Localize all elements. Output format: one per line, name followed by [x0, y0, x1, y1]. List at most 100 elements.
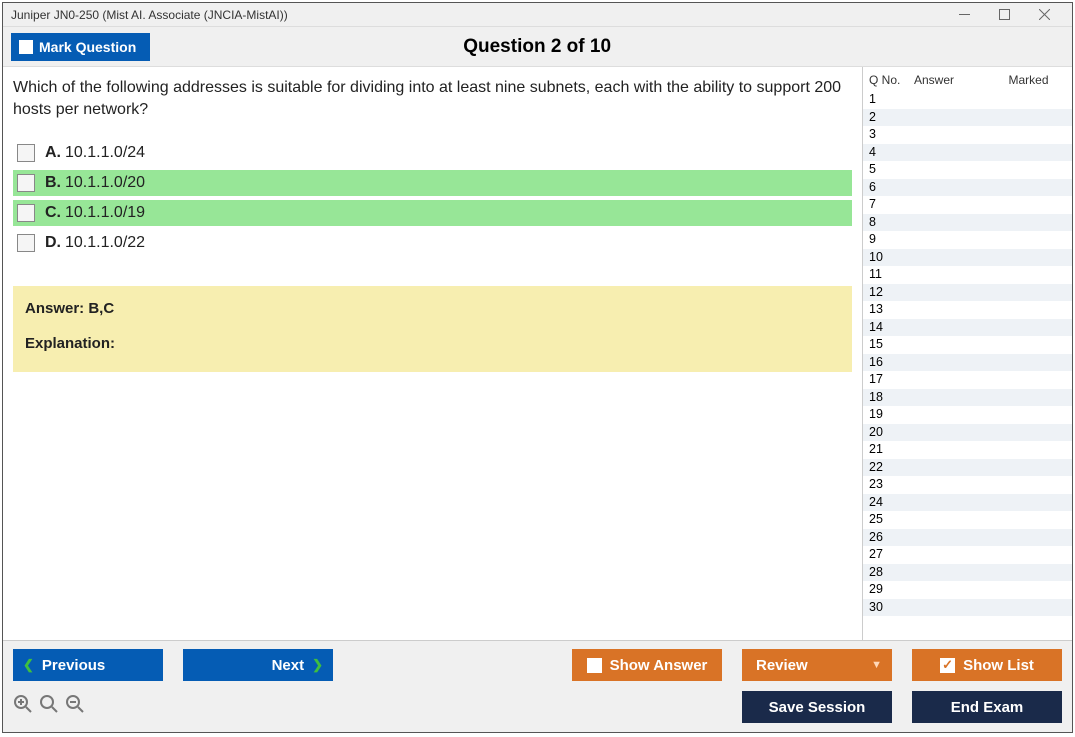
nav-row[interactable]: 7	[863, 196, 1072, 214]
nav-row[interactable]: 10	[863, 249, 1072, 267]
titlebar: Juniper JN0-250 (Mist AI. Associate (JNC…	[3, 3, 1072, 27]
review-label: Review	[756, 657, 808, 674]
nav-row[interactable]: 12	[863, 284, 1072, 302]
option-checkbox[interactable]	[17, 204, 35, 222]
end-exam-button[interactable]: End Exam	[912, 691, 1062, 723]
nav-row[interactable]: 26	[863, 529, 1072, 547]
side-header: Q No. Answer Marked	[863, 67, 1072, 91]
next-label: Next	[272, 657, 305, 674]
save-session-label: Save Session	[769, 699, 866, 716]
nav-row[interactable]: 21	[863, 441, 1072, 459]
nav-row[interactable]: 3	[863, 126, 1072, 144]
nav-row-number: 17	[869, 372, 914, 386]
nav-row-number: 5	[869, 162, 914, 176]
zoom-reset-icon[interactable]	[39, 694, 59, 720]
option-text: 10.1.1.0/20	[65, 174, 145, 192]
nav-row[interactable]: 16	[863, 354, 1072, 372]
option-letter: C.	[45, 204, 61, 222]
nav-row[interactable]: 20	[863, 424, 1072, 442]
nav-row-number: 21	[869, 442, 914, 456]
nav-row[interactable]: 17	[863, 371, 1072, 389]
option-letter: D.	[45, 234, 61, 252]
nav-row-number: 25	[869, 512, 914, 526]
nav-row-number: 1	[869, 92, 914, 106]
nav-row[interactable]: 28	[863, 564, 1072, 582]
review-button[interactable]: Review ▼	[742, 649, 892, 681]
minimize-icon	[959, 9, 970, 20]
nav-row-number: 8	[869, 215, 914, 229]
nav-row-number: 15	[869, 337, 914, 351]
nav-row-number: 14	[869, 320, 914, 334]
nav-row[interactable]: 14	[863, 319, 1072, 337]
close-button[interactable]	[1024, 4, 1064, 26]
nav-row[interactable]: 27	[863, 546, 1072, 564]
zoom-out-icon[interactable]	[65, 694, 85, 720]
options-list: A. 10.1.1.0/24B. 10.1.1.0/20C. 10.1.1.0/…	[13, 140, 852, 256]
nav-row[interactable]: 5	[863, 161, 1072, 179]
nav-row[interactable]: 18	[863, 389, 1072, 407]
nav-row[interactable]: 6	[863, 179, 1072, 197]
option-row[interactable]: D. 10.1.1.0/22	[13, 230, 852, 256]
option-row[interactable]: A. 10.1.1.0/24	[13, 140, 852, 166]
option-row[interactable]: C. 10.1.1.0/19	[13, 200, 852, 226]
option-letter: B.	[45, 174, 61, 192]
show-list-label: Show List	[963, 657, 1034, 674]
option-text: 10.1.1.0/24	[65, 144, 145, 162]
window-title: Juniper JN0-250 (Mist AI. Associate (JNC…	[11, 8, 944, 22]
footer-row-2: Save Session End Exam	[13, 691, 1062, 723]
nav-row[interactable]: 4	[863, 144, 1072, 162]
next-button[interactable]: Next ❯	[183, 649, 333, 681]
save-session-button[interactable]: Save Session	[742, 691, 892, 723]
nav-row[interactable]: 15	[863, 336, 1072, 354]
nav-row[interactable]: 9	[863, 231, 1072, 249]
option-row[interactable]: B. 10.1.1.0/20	[13, 170, 852, 196]
content-area: Which of the following addresses is suit…	[3, 67, 1072, 640]
nav-row[interactable]: 2	[863, 109, 1072, 127]
nav-row[interactable]: 29	[863, 581, 1072, 599]
side-header-qno: Q No.	[869, 73, 914, 87]
nav-row[interactable]: 24	[863, 494, 1072, 512]
nav-row[interactable]: 11	[863, 266, 1072, 284]
header-bar: Mark Question Question 2 of 10	[3, 27, 1072, 67]
end-exam-label: End Exam	[951, 699, 1024, 716]
nav-row[interactable]: 19	[863, 406, 1072, 424]
main-column: Which of the following addresses is suit…	[3, 67, 862, 640]
previous-button[interactable]: ❮ Previous	[13, 649, 163, 681]
side-header-marked: Marked	[989, 73, 1068, 87]
minimize-button[interactable]	[944, 4, 984, 26]
zoom-controls	[13, 694, 85, 720]
option-letter: A.	[45, 144, 61, 162]
show-answer-button[interactable]: Show Answer	[572, 649, 722, 681]
option-text: 10.1.1.0/22	[65, 234, 145, 252]
nav-row[interactable]: 13	[863, 301, 1072, 319]
nav-row-number: 23	[869, 477, 914, 491]
nav-row[interactable]: 1	[863, 91, 1072, 109]
nav-row[interactable]: 23	[863, 476, 1072, 494]
question-counter: Question 2 of 10	[10, 36, 1064, 58]
nav-row[interactable]: 22	[863, 459, 1072, 477]
maximize-button[interactable]	[984, 4, 1024, 26]
nav-row[interactable]: 8	[863, 214, 1072, 232]
window-controls	[944, 4, 1064, 26]
option-checkbox[interactable]	[17, 144, 35, 162]
show-list-button[interactable]: ✓ Show List	[912, 649, 1062, 681]
question-nav-list[interactable]: 1234567891011121314151617181920212223242…	[863, 91, 1072, 640]
option-checkbox[interactable]	[17, 174, 35, 192]
nav-row-number: 7	[869, 197, 914, 211]
side-panel: Q No. Answer Marked 12345678910111213141…	[862, 67, 1072, 640]
answer-block: Answer: B,C Explanation:	[13, 286, 852, 372]
nav-row-number: 13	[869, 302, 914, 316]
nav-row-number: 28	[869, 565, 914, 579]
nav-row[interactable]: 25	[863, 511, 1072, 529]
zoom-in-icon[interactable]	[13, 694, 33, 720]
option-checkbox[interactable]	[17, 234, 35, 252]
nav-row-number: 2	[869, 110, 914, 124]
nav-row-number: 29	[869, 582, 914, 596]
explanation-label: Explanation:	[25, 335, 840, 352]
footer: ❮ Previous Next ❯ Show Answer Review ▼ ✓…	[3, 640, 1072, 732]
footer-row-1: ❮ Previous Next ❯ Show Answer Review ▼ ✓…	[13, 649, 1062, 681]
nav-row[interactable]: 30	[863, 599, 1072, 617]
close-icon	[1039, 9, 1050, 20]
nav-row-number: 4	[869, 145, 914, 159]
show-answer-label: Show Answer	[610, 657, 708, 674]
